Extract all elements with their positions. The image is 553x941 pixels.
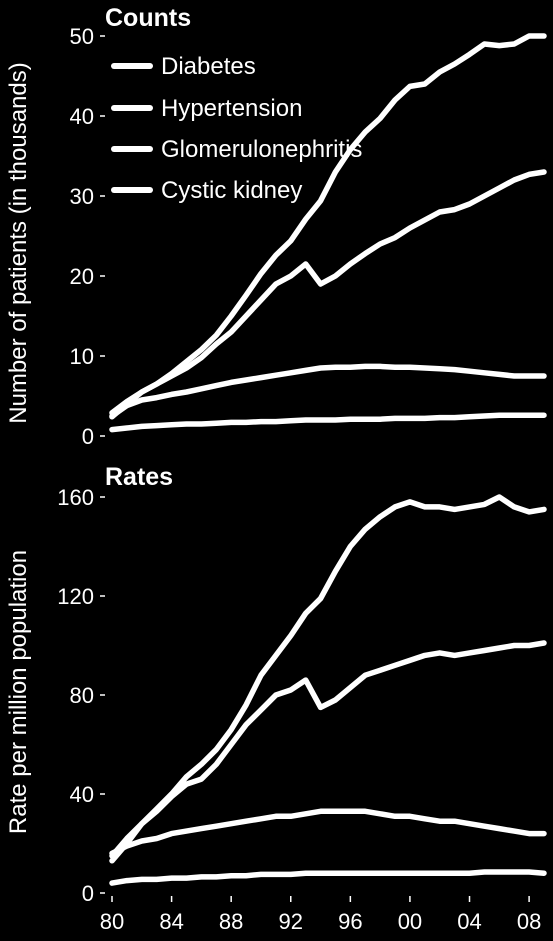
x-tick-label: 00 [398, 909, 422, 934]
rates-series-lines [109, 494, 547, 886]
rates-y-tick-label: 160 [57, 485, 94, 510]
counts-line-glomerulonephritis [109, 363, 547, 419]
rates-title: Rates [105, 463, 173, 491]
x-tick-label: 04 [457, 909, 481, 934]
x-tick-label: 08 [517, 909, 541, 934]
counts-y-tick-label: 0 [82, 424, 94, 449]
counts-y-axis-label: Number of patients (in thousands) [5, 62, 32, 424]
rates-line-diabetes [109, 494, 547, 859]
legend-label-hypertension: Hypertension [161, 95, 302, 122]
counts-y-tick-label: 20 [70, 264, 94, 289]
rates-panel: Rates Rate per million population 040801… [5, 463, 547, 934]
x-tick-label: 80 [100, 909, 124, 934]
x-tick-label: 84 [159, 909, 183, 934]
x-tick-label: 92 [279, 909, 303, 934]
legend-label-glomerulonephritis: Glomerulonephritis [161, 136, 362, 163]
counts-title: Counts [105, 4, 191, 32]
counts-y-tick-label: 10 [70, 344, 94, 369]
legend-label-diabetes: Diabetes [161, 53, 256, 80]
counts-y-ticks: 0 10 20 30 40 50 [70, 24, 105, 449]
counts-y-tick-label: 30 [70, 184, 94, 209]
legend: Diabetes Hypertension Glomerulonephritis Cy… [111, 53, 362, 204]
rates-y-tick-label: 80 [70, 683, 94, 708]
rates-y-tick-label: 0 [82, 881, 94, 906]
rates-y-axis-label: Rate per million population [5, 550, 32, 834]
counts-line-diabetes [109, 33, 547, 420]
counts-panel: Counts Number of patients (in thousands)… [5, 4, 547, 449]
rates-y-ticks: 0 40 80 120 160 [57, 485, 105, 906]
counts-y-tick-label: 40 [70, 104, 94, 129]
rates-line-cystic-kidney [109, 869, 547, 886]
counts-line-cystic-kidney [109, 412, 547, 433]
rates-line-glomerulonephritis [109, 808, 547, 857]
counts-y-tick-label: 50 [70, 24, 94, 49]
x-tick-label: 88 [219, 909, 243, 934]
rates-line-hypertension [109, 640, 547, 864]
x-tick-label: 96 [338, 909, 362, 934]
legend-label-cystic-kidney: Cystic kidney [161, 177, 302, 204]
rates-y-tick-label: 40 [70, 782, 94, 807]
rates-y-tick-label: 120 [57, 584, 94, 609]
counts-line-hypertension [109, 169, 547, 416]
x-axis-ticks: 80 84 88 92 96 00 04 08 [100, 896, 541, 934]
counts-series-lines [109, 33, 547, 433]
